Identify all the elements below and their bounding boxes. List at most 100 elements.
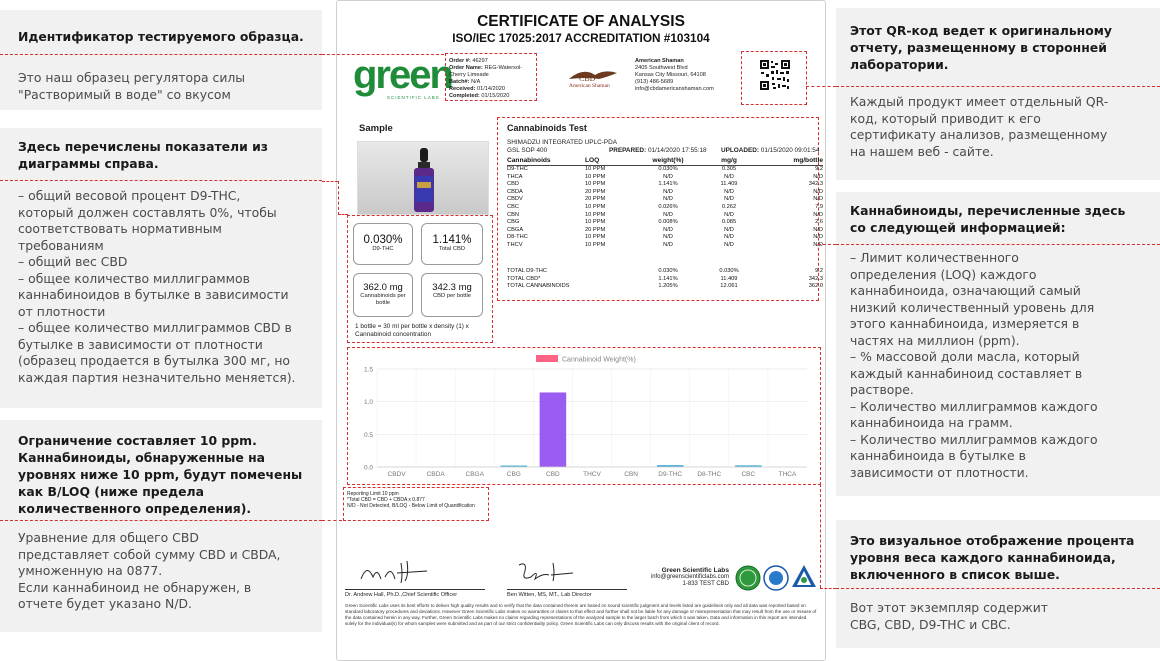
eagle-icon — [569, 71, 617, 79]
client-logo-sub: American Shaman — [569, 83, 610, 89]
panel-text: – Лимит количественного определения (LOQ… — [850, 250, 1098, 480]
sample-label: Sample — [359, 123, 393, 134]
footnotes-highlight — [343, 487, 489, 521]
bar-cbc — [735, 465, 762, 467]
table-cell: N/D — [663, 196, 673, 203]
order-info-highlight — [445, 53, 537, 101]
x-tick-label: CBDV — [388, 471, 407, 478]
x-tick-label: CBDA — [427, 471, 446, 478]
y-tick-label: 0.0 — [364, 465, 373, 472]
table-cell: 2.6 — [815, 219, 823, 226]
table-cell: N/D — [724, 173, 734, 180]
right-panel-cannabinoids: Каннабиноиды, перечисленные здесь со сле… — [836, 192, 1160, 496]
green-labs-badge-icon — [735, 565, 761, 591]
panel-heading: Каннабиноиды, перечисленные здесь со сле… — [850, 203, 1126, 235]
qr-code-icon[interactable] — [759, 59, 791, 91]
dropper-bottle-icon — [414, 148, 434, 212]
panel-heading: Здесь перечислены показатели из диаграмм… — [18, 139, 268, 171]
client-logo-text: CBD — [579, 74, 596, 83]
table-cell: 342.3 — [808, 181, 823, 188]
bar-d9-thc — [656, 465, 684, 467]
table-cell: 1.141% — [658, 181, 678, 188]
table-row: CBGA 20 PPM N/D N/D N/D — [507, 227, 823, 235]
signature-line-2 — [507, 589, 627, 590]
table-cell: N/D — [663, 226, 673, 233]
client-name: American Shaman — [635, 58, 684, 64]
connector-summary — [322, 181, 338, 182]
completed-date: 01/15/2020 — [481, 93, 510, 99]
table-row: CBG 10 PPM 0.008% 0.085 2.6 — [507, 219, 823, 227]
total-cell: TOTAL CBD* — [507, 275, 541, 282]
table-cell: N/D — [663, 211, 673, 218]
table-cell: 10 PPM — [585, 181, 606, 188]
cannabinoids-table: Cannabinoids LOQ weight(%) mg/g mg/bottl… — [507, 157, 823, 250]
left-panel-loq: Ограничение составляет 10 ppm. Каннабино… — [0, 420, 322, 632]
client-info: American Shaman 2405 Southwest Blvd Kans… — [635, 58, 745, 93]
panel-divider — [836, 244, 1160, 245]
green-labs-logo: green — [353, 53, 454, 97]
table-cell: 0.262 — [721, 203, 737, 210]
table-cell: 0.026% — [658, 203, 678, 210]
x-tick-label: CBD — [546, 471, 560, 478]
table-cell: 10 PPM — [585, 211, 606, 218]
signature-hall — [360, 560, 428, 584]
panel-divider — [0, 180, 322, 181]
panel-heading: Ограничение составляет 10 ppm. Каннабино… — [18, 433, 303, 516]
panel-text: Уравнение для общего CBD представляет со… — [18, 530, 281, 611]
legend-swatch — [536, 355, 558, 362]
left-panel-summary: Здесь перечислены показатели из диаграмм… — [0, 128, 322, 408]
y-tick-label: 1.0 — [364, 399, 373, 406]
total-cell: TOTAL D9-THC — [507, 268, 548, 274]
received-date: 01/14/2020 — [477, 86, 505, 92]
lab-contact: Green Scientific Labs info@greenscientif… — [650, 567, 729, 587]
x-tick-label: THCV — [583, 471, 601, 478]
pja-badge-icon — [792, 565, 816, 587]
total-row: TOTAL CBD* 1.141% 11.409 342.3 — [507, 276, 823, 284]
legend-label: Cannabinoid Weight(%) — [562, 357, 636, 364]
table-cell: N/D — [663, 173, 673, 180]
table-cell: 9.2 — [815, 166, 823, 172]
table-cell: N/D — [724, 234, 734, 241]
total-cell: 362.0 — [808, 283, 823, 290]
table-row: D9-THC 10 PPM 0.030% 0.305 9.2 — [507, 166, 823, 174]
table-cell: D9-THC — [507, 166, 528, 172]
signature-line-1 — [345, 589, 485, 590]
table-cell: 7.9 — [815, 203, 823, 210]
table-cell: 10 PPM — [585, 241, 606, 248]
connector-summary-2 — [338, 214, 348, 215]
table-cell: CBDA — [507, 188, 523, 195]
x-tick-label: D9-THC — [658, 471, 682, 478]
bar-cbd — [539, 392, 567, 467]
table-cell: THCA — [507, 173, 523, 180]
table-cell: 0.085 — [721, 219, 737, 226]
panel-divider — [0, 520, 322, 521]
table-cell: THCV — [507, 241, 523, 248]
connector-summary-v — [338, 181, 339, 215]
client-logo: CBD American Shaman — [565, 65, 621, 91]
table-cell: 0.008% — [658, 219, 678, 226]
table-cell: N/D — [724, 226, 734, 233]
table-cell: 10 PPM — [585, 219, 606, 226]
panel-text: Каждый продукт имеет отдельный QR- код, … — [850, 94, 1109, 159]
table-cell: CBD — [507, 181, 520, 188]
formula-note: 1 bottle = 30 ml per bottle x density (1… — [355, 323, 469, 338]
table-cell: N/D — [813, 211, 823, 218]
panel-heading: Это визуальное отображение процента уров… — [850, 533, 1135, 582]
table-cell: N/D — [724, 188, 734, 195]
sample-photo — [357, 141, 489, 215]
table-cell: 11.409 — [720, 181, 738, 188]
panel-heading: Этот QR-код ведет к оригинальному отчету… — [850, 23, 1112, 72]
table-cell: CBC — [507, 203, 520, 210]
stat-total-cbd: 1.141% Total CBD — [421, 223, 483, 265]
total-row: TOTAL D9-THC 0.030% 0.030% 9.2 — [507, 268, 823, 276]
total-cell: 12.061 — [720, 283, 738, 290]
table-cell: 10 PPM — [585, 203, 606, 210]
total-cell: 0.030% — [658, 268, 678, 274]
stat-d9-thc: 0.030% D9-THC — [353, 223, 413, 265]
order-number: 46297 — [472, 58, 488, 64]
y-tick-label: 0.5 — [364, 432, 373, 439]
certificate-title: CERTIFICATE OF ANALYSIS — [477, 13, 685, 30]
table-cell: 10 PPM — [585, 234, 606, 241]
total-cell: 0.030% — [719, 268, 739, 274]
test-uploaded: UPLOADED: 01/15/2020 09:01:54 — [721, 147, 820, 154]
